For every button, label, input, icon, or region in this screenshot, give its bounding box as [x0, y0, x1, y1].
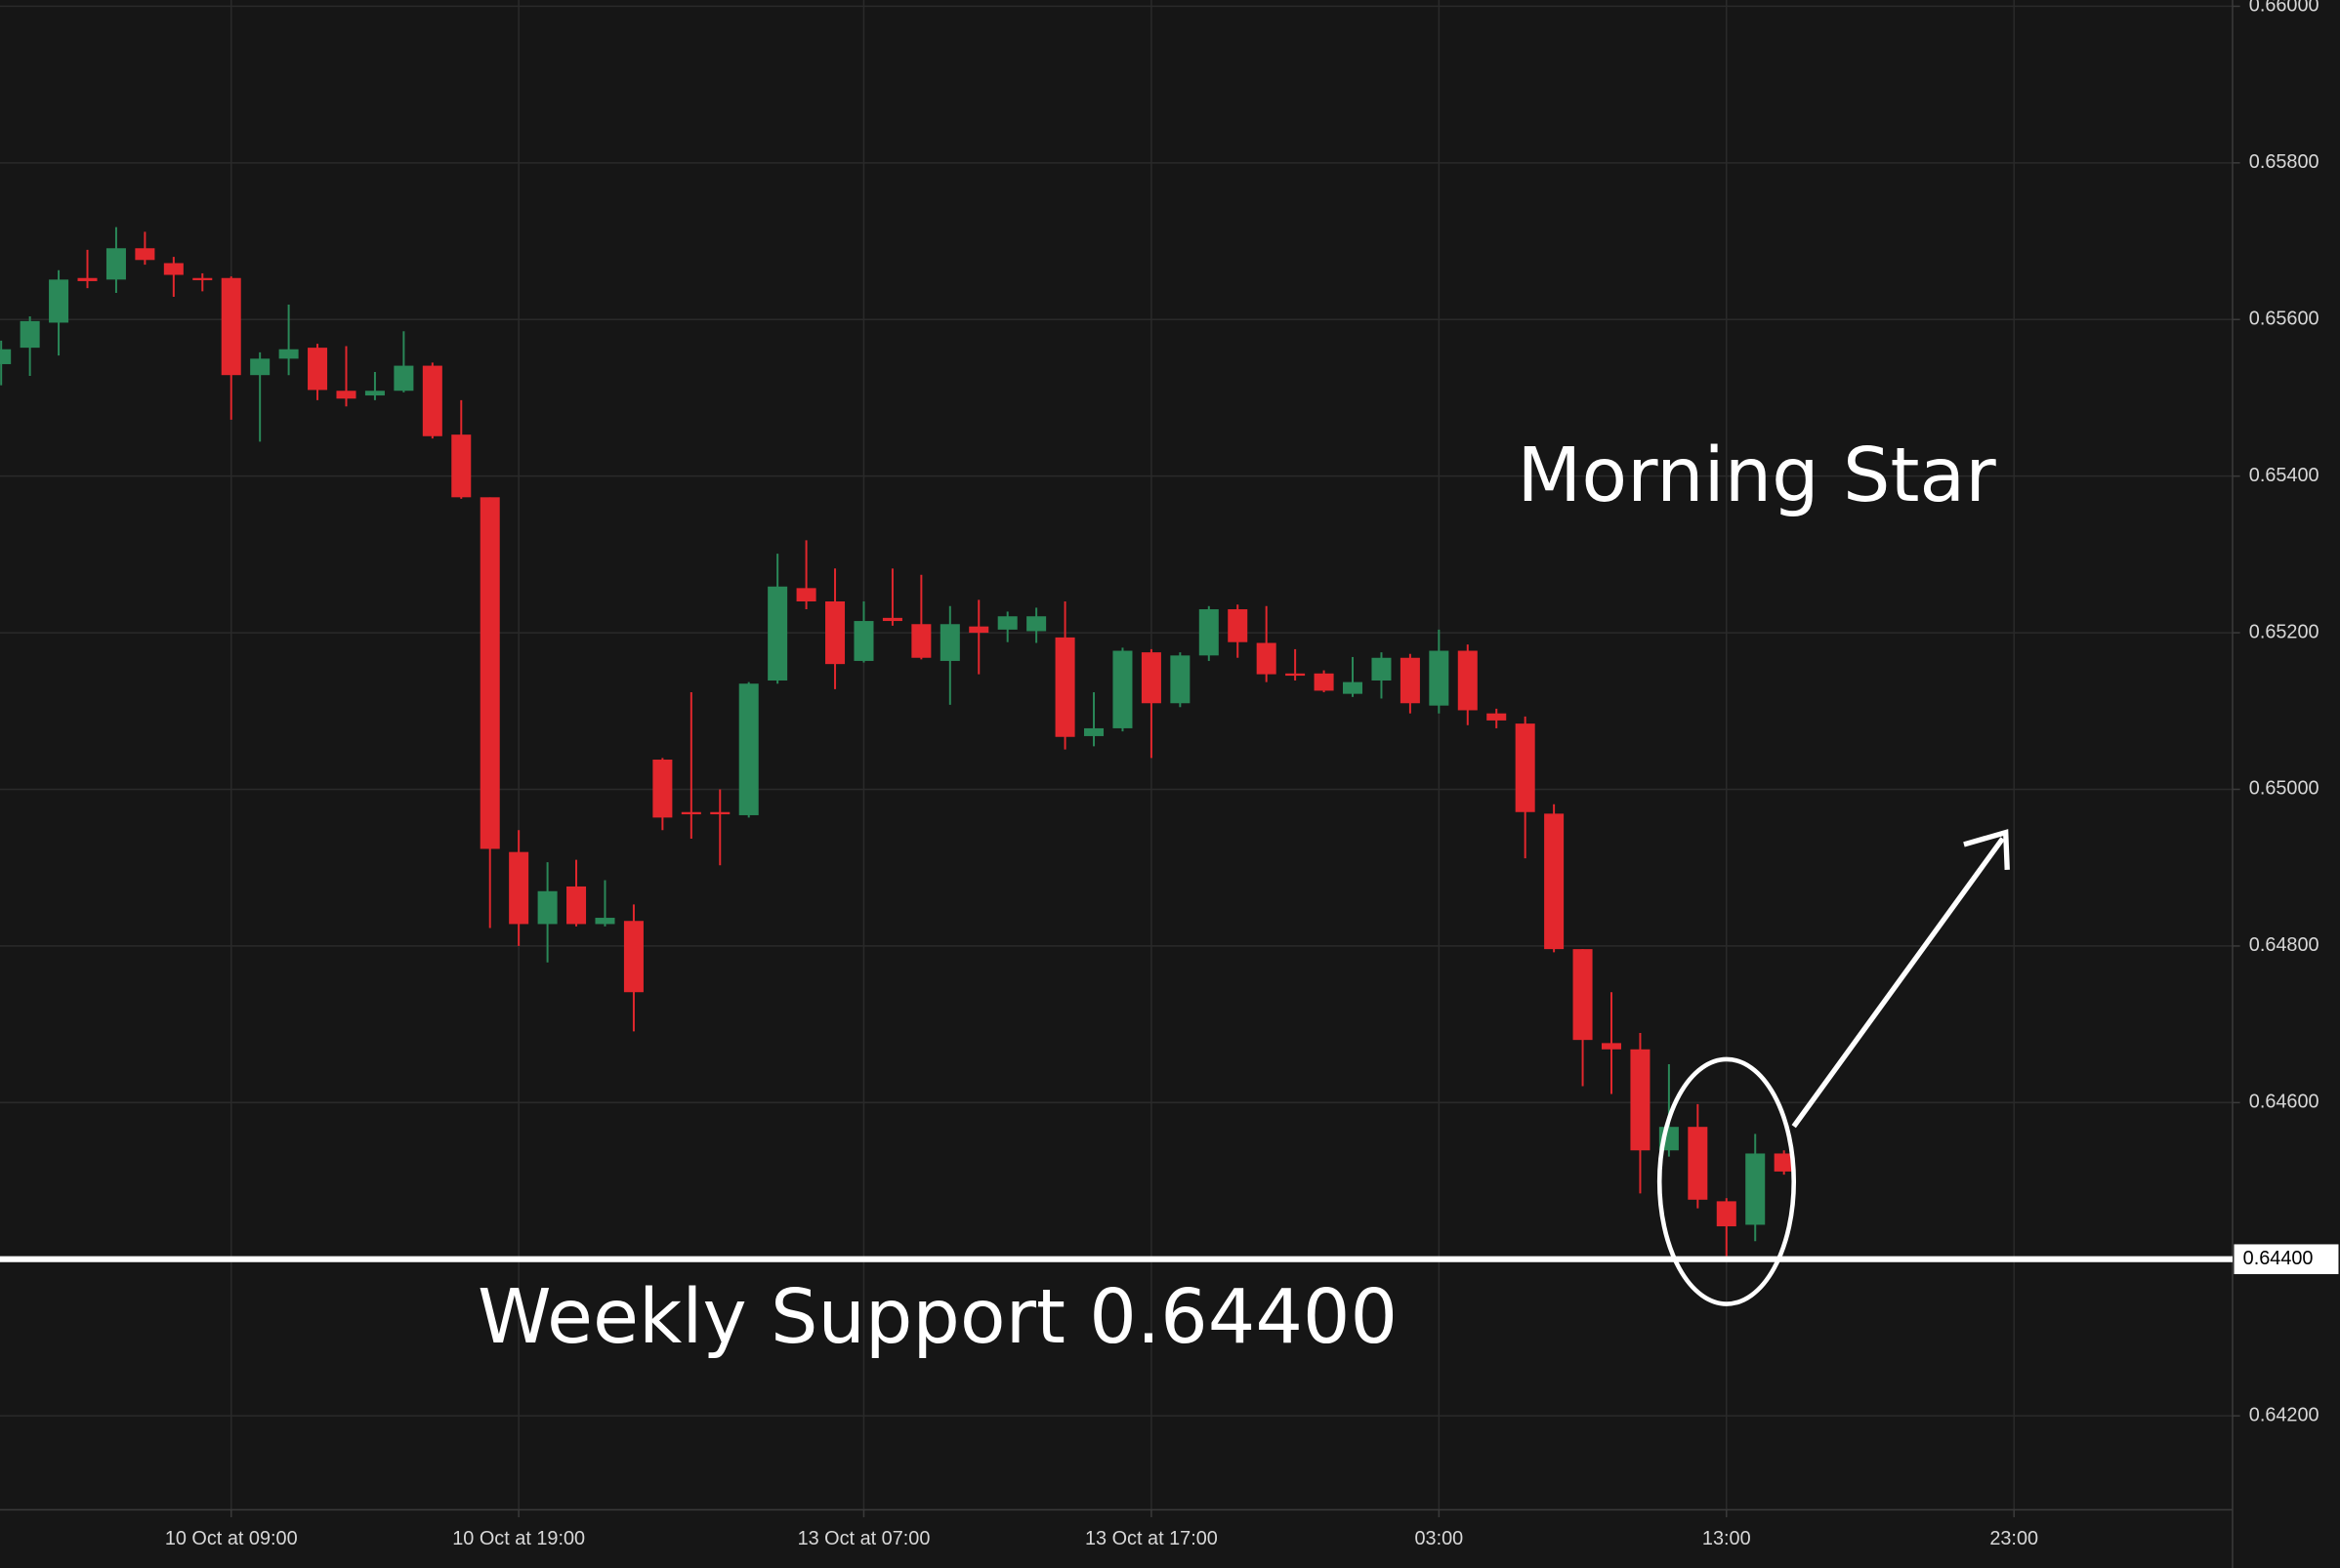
candle-body	[1285, 673, 1306, 677]
candle-body	[1371, 657, 1392, 681]
candle-body	[796, 588, 816, 601]
candle-body	[768, 586, 788, 681]
candle-body	[566, 886, 587, 925]
candle-body	[738, 683, 759, 815]
candle-body	[308, 348, 328, 391]
candle-body	[192, 277, 213, 281]
candle-body	[135, 248, 155, 261]
candles	[0, 227, 1794, 1257]
candle-body	[1141, 652, 1161, 704]
x-tick-label: 13 Oct at 17:00	[1085, 1528, 1218, 1549]
y-tick-label: 0.65400	[2249, 465, 2319, 486]
candle-body	[77, 277, 98, 281]
candle-body	[1170, 655, 1191, 704]
x-tick-label: 13:00	[1702, 1528, 1751, 1549]
candle-body	[1486, 713, 1507, 721]
candle-body	[1314, 673, 1334, 691]
candle-body	[681, 811, 701, 815]
y-tick-label: 0.66000	[2249, 0, 2319, 17]
candle-body	[854, 621, 874, 661]
candle-body	[49, 279, 69, 323]
candle-body	[221, 277, 241, 376]
x-tick-label: 10 Oct at 19:00	[452, 1528, 585, 1549]
candle-body	[364, 391, 385, 396]
candle-body	[1026, 616, 1047, 632]
candle-body	[1688, 1127, 1708, 1200]
candle-body	[1515, 723, 1535, 812]
x-tick-label: 03:00	[1414, 1528, 1463, 1549]
candle-body	[0, 349, 12, 364]
candle-body	[537, 890, 558, 925]
candle-body	[1716, 1201, 1736, 1227]
y-tick-label: 0.64800	[2249, 934, 2319, 956]
candle-body	[1774, 1153, 1794, 1172]
candle-body	[969, 626, 989, 634]
candle-body	[1429, 650, 1449, 706]
candle-body	[451, 434, 472, 498]
support-label-box	[2234, 1244, 2339, 1275]
candle-body	[250, 358, 271, 376]
candle-body	[394, 365, 414, 392]
pattern-label: Morning Star	[1517, 433, 1996, 519]
candle-body	[509, 851, 529, 925]
y-tick-label: 0.65200	[2249, 621, 2319, 642]
candle-body	[940, 624, 960, 661]
x-tick-label: 13 Oct at 07:00	[798, 1528, 931, 1549]
support-axis-label: 0.64400	[2243, 1248, 2314, 1269]
candle-body	[1343, 681, 1363, 694]
candle-body	[278, 349, 299, 359]
candle-body	[710, 811, 731, 815]
candle-body	[1112, 650, 1133, 728]
candle-body	[882, 617, 902, 622]
support-label: Weekly Support 0.64400	[478, 1274, 1398, 1361]
y-tick-label: 0.65000	[2249, 778, 2319, 800]
candle-body	[1228, 609, 1248, 642]
candle-body	[1745, 1153, 1766, 1225]
candle-body	[595, 918, 615, 925]
y-tick-label: 0.64200	[2249, 1404, 2319, 1425]
candle-body	[163, 263, 184, 275]
x-tick-label: 10 Oct at 09:00	[165, 1528, 298, 1549]
candle-body	[1055, 637, 1075, 737]
candle-body	[1084, 727, 1105, 736]
candle-body	[911, 624, 932, 658]
candle-body	[825, 600, 846, 665]
candle-body	[105, 248, 126, 280]
candle-body	[1630, 1049, 1651, 1151]
candle-body	[1544, 813, 1565, 950]
y-tick-label: 0.65800	[2249, 151, 2319, 173]
candle-body	[1198, 609, 1219, 656]
candle-body	[1256, 642, 1276, 675]
candle-body	[1572, 949, 1593, 1041]
candle-body	[1601, 1043, 1622, 1050]
y-tick-label: 0.64600	[2249, 1092, 2319, 1113]
axes: 0.66000 0.65800 0.65600 0.65400 0.65200 0.650…	[165, 0, 2319, 1549]
arrow-shaft	[1791, 837, 2005, 1129]
candle-body	[20, 320, 40, 349]
candle-body	[336, 391, 356, 399]
candle-body	[1400, 657, 1420, 704]
pattern-circle	[1656, 1056, 1797, 1306]
candle-body	[623, 921, 644, 993]
candle-body	[422, 365, 442, 436]
candle-body	[997, 616, 1018, 630]
candle-body	[480, 497, 500, 849]
candle-body	[652, 760, 673, 818]
candle-body	[1457, 650, 1478, 711]
x-tick-label: 23:00	[1989, 1528, 2038, 1549]
y-tick-label: 0.65600	[2249, 308, 2319, 329]
arrow-head	[1963, 829, 2010, 870]
